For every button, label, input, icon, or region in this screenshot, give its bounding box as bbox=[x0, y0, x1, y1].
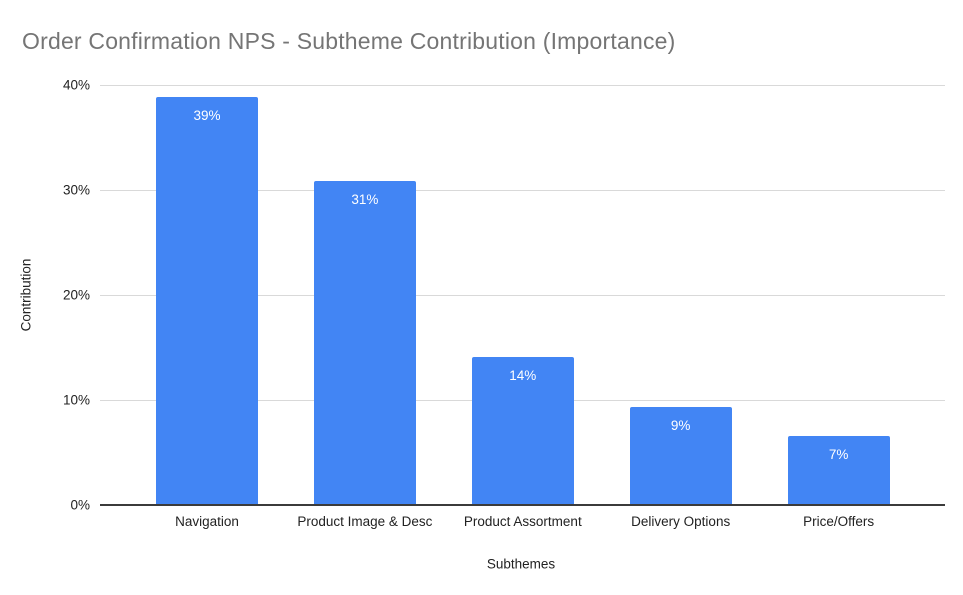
x-tick-label-0: Navigation bbox=[175, 514, 239, 529]
gridline-40% bbox=[100, 85, 945, 86]
gridline-30% bbox=[100, 190, 945, 191]
bar-value-label-3: 9% bbox=[670, 418, 691, 434]
y-tick-label-40%: 40% bbox=[62, 77, 90, 93]
bar-value-label-1: 31% bbox=[351, 191, 379, 207]
x-tick-label-4: Price/Offers bbox=[803, 514, 875, 529]
y-tick-label-30%: 30% bbox=[62, 182, 90, 198]
y-tick-label-0%: 0% bbox=[70, 497, 90, 513]
bar-product-assortment[interactable] bbox=[471, 356, 574, 504]
bar-product-image-desc[interactable] bbox=[313, 180, 416, 504]
x-tick-label-1: Product Image & Desc bbox=[297, 514, 433, 529]
x-tick-label-2: Product Assortment bbox=[463, 514, 582, 529]
bar-price-offers[interactable] bbox=[787, 435, 890, 504]
y-tick-label-20%: 20% bbox=[62, 287, 90, 303]
bar-value-label-4: 7% bbox=[828, 446, 849, 462]
x-axis-title: Subthemes bbox=[486, 556, 556, 572]
bar-navigation[interactable] bbox=[156, 96, 258, 504]
gridline-20% bbox=[100, 295, 945, 296]
bar-value-label-2: 14% bbox=[509, 367, 537, 383]
bar-delivery-options[interactable] bbox=[629, 407, 732, 504]
x-axis-line bbox=[100, 504, 945, 506]
bar-value-label-0: 39% bbox=[193, 107, 221, 123]
x-tick-label-3: Delivery Options bbox=[631, 514, 731, 529]
y-tick-label-10%: 10% bbox=[62, 392, 90, 408]
chart-title: Order Confirmation NPS - Subtheme Contri… bbox=[22, 28, 676, 54]
